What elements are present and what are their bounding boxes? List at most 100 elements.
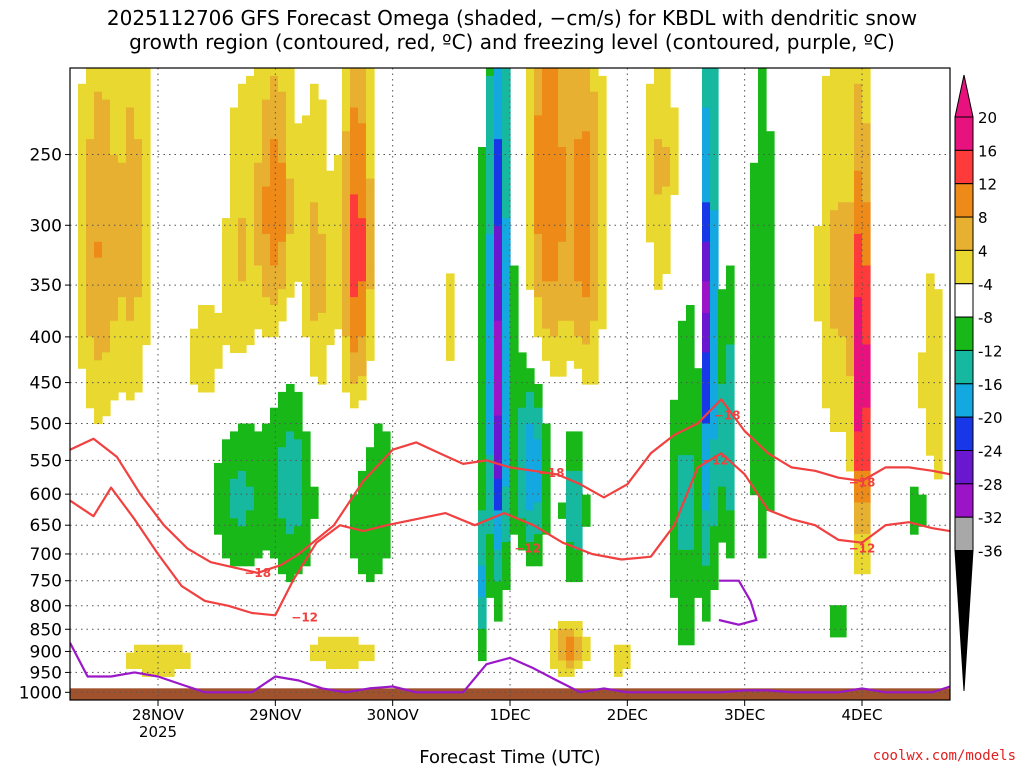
omega-cell <box>694 510 703 519</box>
omega-cell <box>534 218 543 227</box>
omega-cell <box>838 249 847 259</box>
omega-cell <box>342 328 351 338</box>
omega-cell <box>142 652 151 662</box>
omega-cell <box>246 162 255 172</box>
omega-cell <box>110 226 119 235</box>
omega-cell <box>830 621 839 630</box>
omega-cell <box>582 644 591 654</box>
omega-cell <box>262 447 271 456</box>
omega-cell <box>222 297 231 306</box>
y-tick-label: 500 <box>30 414 62 434</box>
omega-cell <box>366 139 375 148</box>
omega-cell <box>582 194 591 203</box>
omega-cell <box>822 99 831 109</box>
omega-cell <box>270 455 279 464</box>
omega-cell <box>294 391 303 401</box>
colorbar-label: -32 <box>978 509 1003 527</box>
omega-cell <box>534 68 543 77</box>
omega-cell <box>862 312 871 322</box>
omega-cell <box>270 162 279 172</box>
omega-cell <box>334 154 343 164</box>
omega-cell <box>502 210 511 219</box>
omega-cell <box>566 510 575 519</box>
omega-cell <box>926 305 935 314</box>
omega-cell <box>142 328 151 338</box>
omega-cell <box>102 297 111 306</box>
omega-cell <box>662 91 671 101</box>
omega-cell <box>822 344 831 353</box>
omega-cell <box>838 68 847 77</box>
omega-cell <box>222 312 231 322</box>
omega-cell <box>830 257 839 267</box>
omega-cell <box>494 494 503 504</box>
omega-cell <box>534 470 543 480</box>
omega-cell <box>550 99 559 109</box>
omega-cell <box>862 123 871 132</box>
omega-cell <box>686 431 695 440</box>
omega-cell <box>830 249 839 259</box>
omega-cell <box>94 273 103 282</box>
omega-cell <box>118 297 127 306</box>
omega-cell <box>574 218 583 227</box>
omega-cell <box>718 431 727 440</box>
omega-cell <box>302 305 311 314</box>
omega-cell <box>446 320 455 330</box>
omega-cell <box>110 233 119 243</box>
omega-cell <box>662 178 671 188</box>
omega-cell <box>126 194 135 203</box>
omega-cell <box>110 170 119 180</box>
omega-cell <box>758 178 767 188</box>
omega-cell <box>238 542 247 551</box>
omega-cell <box>278 202 287 211</box>
omega-cell <box>710 510 719 519</box>
omega-cell <box>542 91 551 101</box>
omega-cell <box>510 478 519 488</box>
omega-cell <box>846 186 855 195</box>
omega-cell <box>494 549 503 559</box>
omega-cell <box>718 447 727 456</box>
omega-cell <box>358 297 367 306</box>
omega-cell <box>214 518 223 527</box>
omega-cell <box>550 218 559 227</box>
omega-cell <box>862 415 871 425</box>
omega-cell <box>326 636 335 646</box>
omega-cell <box>366 336 375 346</box>
omega-cell <box>758 68 767 77</box>
omega-cell <box>726 470 735 480</box>
omega-cell <box>766 463 775 472</box>
omega-cell <box>598 210 607 219</box>
omega-cell <box>270 312 279 322</box>
omega-cell <box>862 526 871 535</box>
omega-cell <box>246 131 255 140</box>
omega-cell <box>710 320 719 330</box>
omega-cell <box>510 352 519 361</box>
omega-cell <box>862 218 871 227</box>
omega-cell <box>862 542 871 551</box>
omega-cell <box>78 320 87 330</box>
omega-cell <box>142 320 151 330</box>
omega-cell <box>254 68 263 77</box>
omega-cell <box>94 233 103 243</box>
omega-cell <box>566 305 575 314</box>
omega-cell <box>118 305 127 314</box>
omega-cell <box>478 297 487 306</box>
omega-cell <box>526 549 535 559</box>
omega-cell <box>86 91 95 101</box>
omega-cell <box>526 178 535 188</box>
omega-cell <box>310 320 319 330</box>
omega-cell <box>366 542 375 551</box>
omega-cell <box>126 147 135 156</box>
omega-cell <box>558 257 567 267</box>
omega-cell <box>574 470 583 480</box>
omega-cell <box>334 636 343 646</box>
omega-cell <box>918 494 927 504</box>
omega-cell <box>366 281 375 290</box>
omega-cell <box>230 170 239 180</box>
omega-cell <box>486 526 495 535</box>
omega-cell <box>598 289 607 298</box>
omega-cell <box>334 233 343 243</box>
omega-cell <box>366 344 375 353</box>
omega-cell <box>86 226 95 235</box>
omega-cell <box>830 628 839 638</box>
omega-cell <box>366 494 375 504</box>
